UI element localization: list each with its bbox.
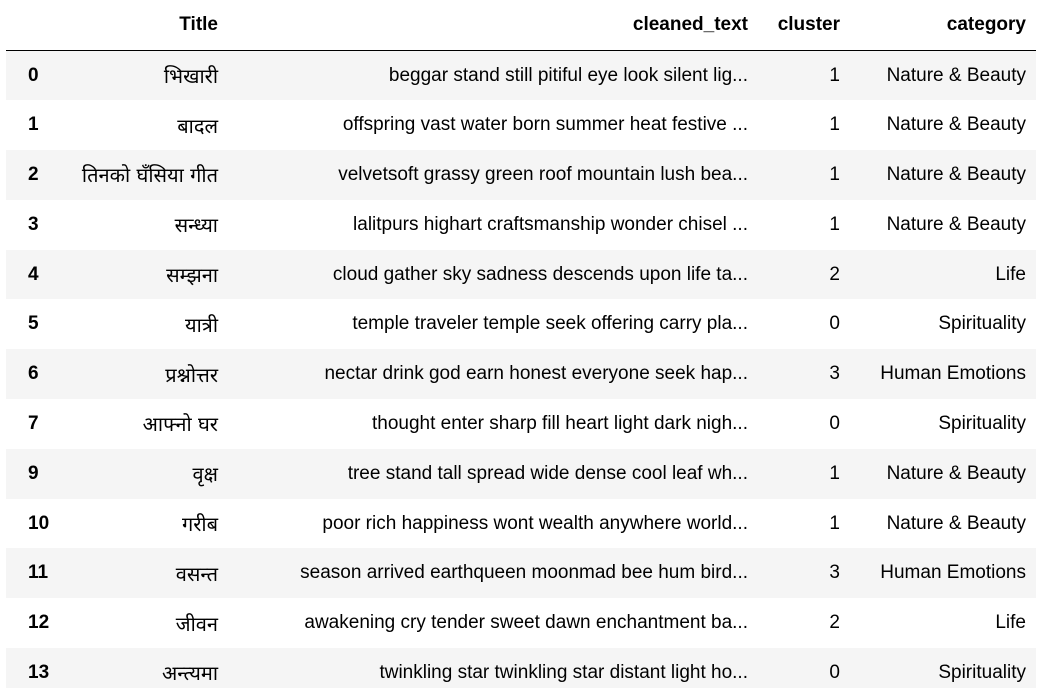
title-cell: गरीब <box>181 512 218 537</box>
header-cleaned-text: cleaned_text <box>228 0 758 51</box>
category-cell: Nature & Beauty <box>886 114 1026 136</box>
row-index: 1 <box>28 114 39 136</box>
header-title: Title <box>56 0 228 51</box>
cleaned-text-cell: season arrived earthqueen moonmad bee hu… <box>300 562 748 584</box>
table-row: 6 प्रश्नोत्तर nectar drink god earn hone… <box>6 349 1036 400</box>
title-cell: तिनको घँसिया गीत <box>81 163 218 188</box>
header-category: category <box>850 0 1036 51</box>
row-index: 3 <box>28 213 39 235</box>
row-index: 5 <box>28 313 39 335</box>
cluster-cell: 1 <box>829 64 840 86</box>
cluster-cell: 3 <box>829 562 840 584</box>
category-cell: Nature & Beauty <box>886 462 1026 484</box>
cleaned-text-cell: cloud gather sky sadness descends upon l… <box>332 263 748 285</box>
row-index: 0 <box>28 64 39 86</box>
table-row: 1 बादल offspring vast water born summer … <box>6 100 1036 151</box>
table-row: 7 आफ्नो घर thought enter sharp fill hear… <box>6 399 1036 449</box>
category-cell: Nature & Beauty <box>886 213 1026 235</box>
cluster-cell: 3 <box>829 363 840 385</box>
cleaned-text-cell: velvetsoft grassy green roof mountain lu… <box>338 163 748 185</box>
table-row: 13 अन्त्यमा twinkling star twinkling sta… <box>6 648 1036 688</box>
title-cell: बादल <box>177 113 218 138</box>
category-cell: Nature & Beauty <box>886 163 1026 185</box>
row-index: 10 <box>28 512 50 534</box>
title-cell: अन्त्यमा <box>162 661 218 686</box>
row-index: 4 <box>28 263 39 285</box>
row-index: 13 <box>28 661 50 683</box>
title-cell: आफ्नो घर <box>142 412 218 437</box>
cluster-cell: 0 <box>829 313 840 335</box>
cleaned-text-cell: beggar stand still pitiful eye look sile… <box>388 64 748 86</box>
category-cell: Nature & Beauty <box>886 512 1026 534</box>
table-row: 12 जीवन awakening cry tender sweet dawn … <box>6 598 1036 649</box>
cluster-cell: 1 <box>829 163 840 185</box>
header-index <box>6 0 56 51</box>
row-index: 7 <box>28 412 39 434</box>
table-body: 0 भिखारी beggar stand still pitiful eye … <box>6 50 1036 688</box>
table-header: Title cleaned_text cluster category <box>6 0 1036 51</box>
category-cell: Human Emotions <box>880 363 1026 385</box>
table-row: 11 वसन्त season arrived earthqueen moonm… <box>6 548 1036 599</box>
cluster-cell: 0 <box>829 412 840 434</box>
table-row: 9 वृक्ष tree stand tall spread wide dens… <box>6 448 1036 499</box>
cleaned-text-cell: twinkling star twinkling star distant li… <box>379 661 748 683</box>
title-cell: भिखारी <box>163 64 218 89</box>
table-row: 5 यात्री temple traveler temple seek off… <box>6 299 1036 350</box>
title-cell: प्रश्नोत्तर <box>165 362 218 387</box>
table-row: 10 गरीब poor rich happiness wont wealth … <box>6 498 1036 549</box>
cleaned-text-cell: nectar drink god earn honest everyone se… <box>324 363 748 385</box>
cleaned-text-cell: tree stand tall spread wide dense cool l… <box>347 462 748 484</box>
category-cell: Life <box>995 612 1026 634</box>
header-row: Title cleaned_text cluster category <box>6 0 1036 51</box>
cleaned-text-cell: offspring vast water born summer heat fe… <box>342 114 748 136</box>
title-cell: वृक्ष <box>192 462 218 487</box>
row-index: 2 <box>28 163 39 185</box>
dataframe-table: Title cleaned_text cluster category 0 भि… <box>6 0 1036 688</box>
table-row: 2 तिनको घँसिया गीत velvetsoft grassy gre… <box>6 150 1036 200</box>
cluster-cell: 1 <box>829 213 840 235</box>
table-row: 4 सम्झना cloud gather sky sadness descen… <box>6 249 1036 300</box>
category-cell: Spirituality <box>938 412 1026 434</box>
cleaned-text-cell: awakening cry tender sweet dawn enchantm… <box>304 612 748 634</box>
cleaned-text-cell: lalitpurs highart craftsmanship wonder c… <box>353 213 748 235</box>
title-cell: यात्री <box>185 312 218 337</box>
row-index: 9 <box>28 462 39 484</box>
category-cell: Nature & Beauty <box>886 64 1026 86</box>
cluster-cell: 0 <box>829 661 840 683</box>
title-cell: सम्झना <box>166 263 218 288</box>
cluster-cell: 2 <box>829 263 840 285</box>
title-cell: वसन्त <box>175 561 218 586</box>
row-index: 12 <box>28 612 50 634</box>
cluster-cell: 2 <box>829 612 840 634</box>
cleaned-text-cell: temple traveler temple seek offering car… <box>352 313 748 335</box>
table-row: 3 सन्ध्या lalitpurs highart craftsmanshi… <box>6 199 1036 250</box>
cluster-cell: 1 <box>829 462 840 484</box>
row-index: 11 <box>28 562 49 584</box>
cleaned-text-cell: thought enter sharp fill heart light dar… <box>371 412 748 434</box>
cleaned-text-cell: poor rich happiness wont wealth anywhere… <box>322 512 748 534</box>
category-cell: Spirituality <box>938 661 1026 683</box>
category-cell: Human Emotions <box>880 562 1026 584</box>
category-cell: Life <box>995 263 1026 285</box>
table-row: 0 भिखारी beggar stand still pitiful eye … <box>6 50 1036 101</box>
cluster-cell: 1 <box>829 114 840 136</box>
title-cell: जीवन <box>175 611 218 636</box>
category-cell: Spirituality <box>938 313 1026 335</box>
title-cell: सन्ध्या <box>174 213 218 238</box>
cluster-cell: 1 <box>829 512 840 534</box>
header-cluster: cluster <box>758 0 850 51</box>
row-index: 6 <box>28 363 39 385</box>
